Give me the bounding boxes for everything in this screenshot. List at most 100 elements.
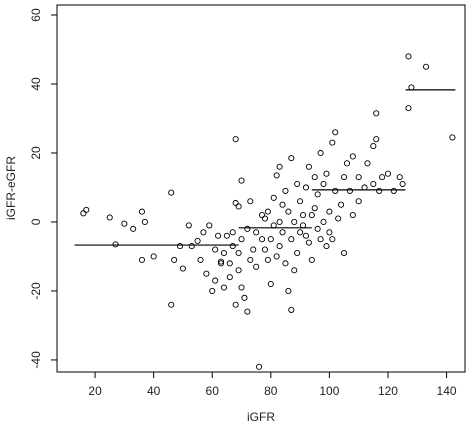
point (206, 222, 213, 229)
point (138, 256, 145, 263)
point (282, 260, 289, 267)
point (215, 232, 222, 239)
point (212, 246, 219, 253)
point (323, 170, 330, 177)
point (194, 237, 201, 244)
point (276, 218, 283, 226)
point (308, 212, 315, 219)
point (449, 134, 456, 141)
point (276, 243, 283, 250)
point (291, 267, 298, 274)
point (285, 208, 292, 215)
point (326, 208, 333, 215)
point (329, 236, 336, 243)
y-tick-label: 20 (29, 146, 43, 160)
point (384, 170, 392, 177)
point (232, 136, 239, 143)
point (253, 229, 260, 236)
point (320, 180, 327, 188)
point (273, 253, 280, 260)
point (297, 229, 304, 236)
point (294, 249, 301, 257)
point (83, 206, 90, 213)
point (232, 301, 239, 308)
y-tick-label: 0 (29, 218, 43, 225)
point (346, 187, 353, 194)
point (320, 218, 327, 226)
point (370, 180, 377, 188)
point (335, 215, 342, 222)
point (405, 53, 412, 60)
point (247, 198, 254, 205)
point (343, 160, 351, 167)
point (112, 241, 119, 248)
x-axis-label: iGFR (247, 410, 275, 424)
point (349, 212, 356, 219)
point (349, 153, 356, 160)
point (223, 232, 230, 239)
point (220, 284, 227, 291)
point (314, 225, 321, 232)
point (405, 105, 412, 112)
point (226, 260, 233, 267)
point (273, 172, 280, 179)
point (253, 263, 260, 270)
point (373, 136, 380, 143)
y-tick-label: -40 (29, 351, 43, 369)
point (256, 363, 263, 370)
point (229, 229, 236, 236)
point (373, 110, 380, 117)
point (250, 246, 257, 253)
point (267, 280, 274, 288)
point (130, 225, 137, 232)
x-tick-label: 140 (437, 384, 457, 398)
point (308, 256, 315, 263)
point (235, 249, 242, 257)
point (121, 220, 128, 227)
point (294, 180, 301, 188)
point (247, 256, 254, 263)
point (276, 163, 283, 170)
point (297, 198, 304, 205)
point (422, 63, 430, 70)
point (299, 212, 307, 219)
point (200, 229, 207, 236)
point (338, 201, 345, 208)
point (217, 260, 225, 267)
point (138, 208, 145, 215)
y-tick-label: -20 (29, 282, 43, 300)
point (179, 265, 186, 272)
point (288, 155, 295, 162)
point (326, 229, 333, 236)
point (317, 236, 324, 243)
point (197, 256, 204, 263)
point (80, 210, 87, 217)
point (241, 294, 248, 301)
point (238, 236, 245, 243)
point (332, 129, 339, 136)
point (305, 239, 312, 246)
point (340, 249, 348, 257)
point (261, 215, 269, 222)
point (364, 160, 371, 167)
point (238, 284, 245, 291)
point (106, 214, 113, 221)
point (226, 274, 233, 281)
point (379, 174, 386, 181)
point (288, 306, 295, 313)
point (285, 287, 292, 294)
point (323, 243, 330, 250)
point (168, 189, 175, 196)
point (235, 203, 242, 210)
x-tick-label: 20 (88, 384, 102, 398)
point (390, 187, 397, 194)
point (370, 143, 377, 150)
point (264, 256, 271, 263)
point (302, 184, 310, 191)
x-tick-label: 80 (264, 384, 278, 398)
x-tick-label: 40 (147, 384, 161, 398)
point (267, 236, 274, 243)
point (355, 198, 362, 205)
point (282, 187, 289, 194)
point (188, 243, 195, 250)
